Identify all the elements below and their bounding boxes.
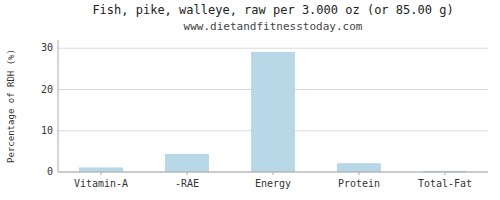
y-tick-label: 20: [41, 84, 53, 95]
subtitle: www.dietandfitnesstoday.com: [184, 20, 363, 33]
x-tick: [101, 172, 102, 175]
grid-line: [58, 48, 488, 49]
y-axis-line: [58, 40, 59, 172]
x-tick-label: Energy: [255, 178, 291, 189]
chart-container: Fish, pike, walleye, raw per 3.000 oz (o…: [0, 0, 500, 200]
y-tick-label: 30: [41, 42, 53, 53]
chart-svg: Fish, pike, walleye, raw per 3.000 oz (o…: [0, 0, 500, 200]
bar: [80, 168, 123, 172]
x-tick-label: Protein: [338, 178, 380, 189]
title: Fish, pike, walleye, raw per 3.000 oz (o…: [92, 3, 453, 17]
x-tick: [445, 172, 446, 175]
x-tick: [273, 172, 274, 175]
y-tick-label: 0: [47, 166, 53, 177]
x-tick-label: Vitamin-A: [74, 178, 128, 189]
y-axis-label: Percentage of RDH (%): [6, 49, 16, 163]
bar: [338, 164, 381, 172]
bar: [166, 154, 209, 172]
x-tick-label: -RAE: [175, 178, 199, 189]
grid: [58, 48, 488, 172]
bars: [80, 52, 467, 172]
x-tick: [187, 172, 188, 175]
bar: [252, 52, 295, 172]
background: [0, 0, 500, 200]
x-tick: [359, 172, 360, 175]
y-tick-label: 10: [41, 125, 53, 136]
x-tick-label: Total-Fat: [418, 178, 472, 189]
